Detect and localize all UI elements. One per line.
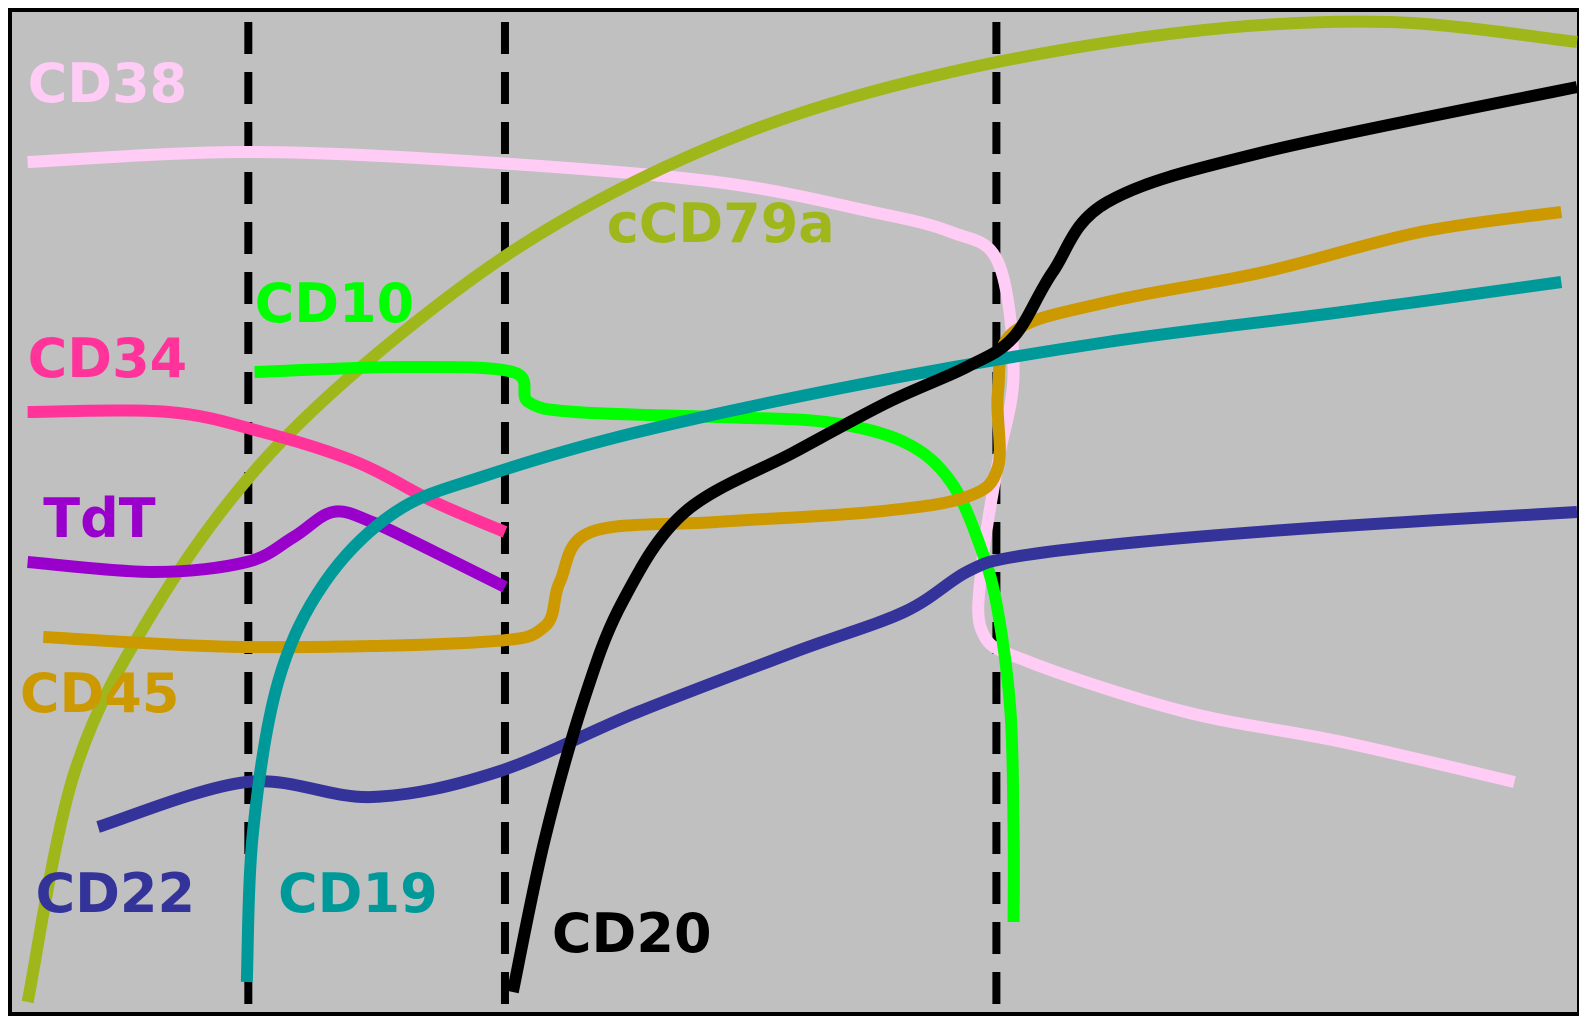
series-label-cd45: CD45 — [20, 662, 180, 725]
series-label-cd34: CD34 — [28, 327, 188, 390]
series-labels: CD38 cCD79a CD10 CD34 TdT CD45 CD22 CD19 CD20 — [20, 52, 835, 965]
series-label-tdt: TdT — [43, 487, 155, 550]
series-line-cd34 — [27, 404, 508, 538]
series-label-cd22: CD22 — [35, 862, 195, 925]
series-label-cd38: CD38 — [28, 52, 188, 115]
series-line-cd19 — [240, 276, 1563, 983]
series-label-cd19: CD19 — [278, 862, 438, 925]
series-label-cd10: CD10 — [255, 272, 415, 335]
series-lines — [21, 15, 1579, 1004]
series-line-cd20 — [506, 81, 1579, 994]
series-label-ccd79a: cCD79a — [607, 192, 835, 255]
series-line-tdt — [27, 505, 508, 593]
series-line-cd22 — [96, 506, 1578, 833]
series-line-cd45 — [42, 206, 1563, 654]
series-label-cd20: CD20 — [552, 902, 712, 965]
series-line-ccd79a — [21, 15, 1578, 1004]
